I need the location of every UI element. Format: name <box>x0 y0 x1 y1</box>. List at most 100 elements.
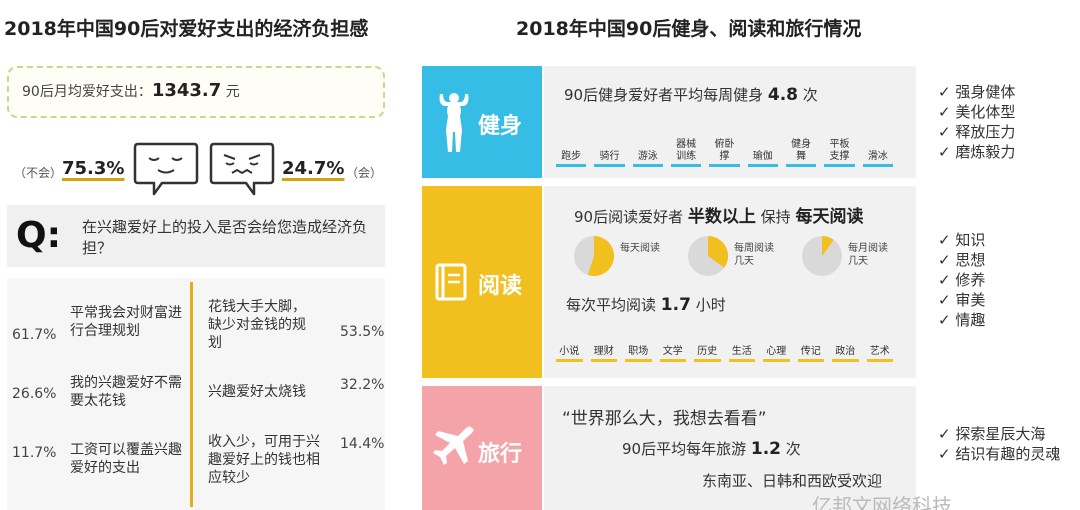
reading-headline-bold2: 每天阅读 <box>795 207 864 227</box>
fitness-label: 健身 <box>478 114 523 139</box>
reading-headline-pre: 90后阅读爱好者 <box>574 208 684 226</box>
travel-headline: 90后平均每年旅游 1.2 次 <box>622 438 801 459</box>
reading-pie-2-slice <box>822 236 834 256</box>
fitness-benefits-item-3: ✓ 磨炼毅力 <box>938 142 1015 162</box>
check-icon: ✓ <box>938 123 956 141</box>
reading-pie-2-label: 每月阅读几天 <box>848 243 888 267</box>
reading-pie-1-slice <box>708 236 729 268</box>
reason-yes-3-text: 收入少，可用于兴趣爱好上的钱也相应较少 <box>208 434 320 486</box>
fitness-benefits-item-0-text: 强身健体 <box>955 83 1016 101</box>
travel-panel <box>544 386 916 510</box>
check-icon: ✓ <box>938 83 956 101</box>
tag-reading-tags-3: 文学 <box>659 346 686 362</box>
check-icon: ✓ <box>938 143 956 161</box>
monthly-spend-value: 1343.7 <box>151 80 222 101</box>
tag-fitness-tags-5: 瑜伽 <box>747 151 778 167</box>
check-icon: ✓ <box>938 311 956 329</box>
yes-label: （会） <box>346 166 383 180</box>
tag-reading-tags-1: 理财 <box>590 346 617 362</box>
fitness-benefits-item-0: ✓ 强身健体 <box>938 82 1015 102</box>
reading-pie-2 <box>802 236 842 276</box>
left-title: 2018年中国90后对爱好支出的经济负担感 <box>4 18 369 40</box>
reading-benefits-item-2-text: 修养 <box>955 271 986 289</box>
travel-benefits-item-1: ✓ 结识有趣的灵魂 <box>938 444 1060 464</box>
monthly-spend: 90后月均爱好支出：1343.7 元 <box>22 80 240 101</box>
watermark: 亿邦文网络科技 <box>812 494 952 510</box>
reading-tags: 小说 理财 职场 文学 历史 生活 心理 传记 政治 艺术 <box>556 334 906 362</box>
reason-no-2-pct: 26.6% <box>12 386 57 402</box>
tag-fitness-tags-1: 骑行 <box>594 151 625 167</box>
reason-yes-1-pct: 53.5% <box>340 324 385 340</box>
fitness-benefits-item-2-text: 释放压力 <box>955 123 1016 141</box>
travel-destinations: 东南亚、日韩和西欧受欢迎 <box>702 472 883 490</box>
right-title: 2018年中国90后健身、阅读和旅行情况 <box>516 18 862 40</box>
fitness-tags: 跑步 骑行 游泳 器械 训练 俯卧 撑瑜伽 健身 舞平板 支撑 滑冰 <box>556 127 906 167</box>
monthly-spend-box <box>7 66 385 118</box>
check-icon: ✓ <box>938 271 956 289</box>
tag-fitness-tags-8: 滑冰 <box>862 151 893 167</box>
reading-benefits-item-3: ✓ 审美 <box>938 290 985 310</box>
no-pct: 75.3% <box>62 158 125 179</box>
reading-benefits-item-2: ✓ 修养 <box>938 270 985 290</box>
tag-reading-tags-7: 传记 <box>797 346 824 362</box>
tag-reading-tags-0: 小说 <box>556 346 583 362</box>
tag-fitness-tags-7: 平板 支撑 <box>824 139 855 167</box>
reason-no-3-pct: 11.7% <box>12 445 57 461</box>
fitness-benefits-item-1: ✓ 美化体型 <box>938 102 1015 122</box>
reading-benefits-item-1-text: 思想 <box>955 251 986 269</box>
reading-pie-0-label: 每天阅读 <box>620 243 660 254</box>
reading-per-time: 每次平均阅读 1.7 小时 <box>566 294 726 315</box>
check-icon: ✓ <box>938 425 956 443</box>
fitness-headline-unit: 次 <box>802 86 818 104</box>
reasons-divider <box>190 282 193 507</box>
fitness-headline-value: 4.8 <box>767 85 798 105</box>
reading-benefits-item-4-text: 情趣 <box>955 311 986 329</box>
tag-fitness-tags-4: 俯卧 撑 <box>709 139 740 167</box>
fitness-benefits-item-1-text: 美化体型 <box>955 103 1016 121</box>
tag-fitness-tags-0: 跑步 <box>556 151 587 167</box>
reading-pie-1 <box>688 236 729 276</box>
reading-label: 阅读 <box>478 274 523 299</box>
reading-headline: 90后阅读爱好者 半数以上 保持 每天阅读 <box>574 202 863 227</box>
fitness-icon-panel <box>422 66 542 178</box>
no-label: （不会） <box>14 166 63 180</box>
reading-benefits-item-0-text: 知识 <box>955 231 986 249</box>
reading-headline-bold1: 半数以上 <box>687 207 756 227</box>
tag-fitness-tags-3: 器械 训练 <box>671 139 702 167</box>
reason-no-3-text: 工资可以覆盖兴趣爱好的支出 <box>70 442 182 476</box>
travel-headline-pre: 90后平均每年旅游 <box>622 440 747 458</box>
tag-reading-tags-9: 艺术 <box>866 346 893 362</box>
reading-benefits-item-3-text: 审美 <box>955 291 986 309</box>
tag-fitness-tags-6: 健身 舞 <box>786 139 817 167</box>
reading-per-time-unit: 小时 <box>695 296 726 314</box>
tag-fitness-tags-2: 游泳 <box>632 151 663 167</box>
book-icon <box>435 263 467 301</box>
reading-pie-1-label: 每周阅读几天 <box>734 243 774 267</box>
reading-benefits-item-1: ✓ 思想 <box>938 250 985 270</box>
reading-benefits-item-4: ✓ 情趣 <box>938 310 985 330</box>
tag-reading-tags-6: 心理 <box>763 346 790 362</box>
reading-per-time-pre: 每次平均阅读 <box>566 296 657 314</box>
monthly-spend-unit: 元 <box>225 84 240 100</box>
question-box <box>7 205 385 267</box>
check-icon: ✓ <box>938 291 956 309</box>
yes-pct: 24.7% <box>282 158 345 179</box>
reading-headline-mid: 保持 <box>760 208 791 226</box>
tag-reading-tags-4: 历史 <box>694 346 721 362</box>
tag-reading-tags-2: 职场 <box>625 346 652 362</box>
check-icon: ✓ <box>938 445 956 463</box>
reading-benefits: ✓ 知识 ✓ 思想 ✓ 修养 ✓ 审美 ✓ 情趣 <box>938 230 985 330</box>
reason-yes-1-text: 花钱大手大脚，缺少对金钱的规划 <box>208 299 306 351</box>
fitness-panel <box>544 66 916 178</box>
check-icon: ✓ <box>938 231 956 249</box>
bodybuilder-icon <box>439 93 469 152</box>
check-icon: ✓ <box>938 251 956 269</box>
travel-label: 旅行 <box>478 442 523 467</box>
airplane-icon <box>433 426 474 465</box>
question-text: 在兴趣爱好上的投入是否会给您造成经济负担？ <box>82 218 368 257</box>
travel-benefits: ✓ 探索星辰大海 ✓ 结识有趣的灵魂 <box>938 424 1060 464</box>
fitness-benefits: ✓ 强身健体 ✓ 美化体型 ✓ 释放压力 ✓ 磨炼毅力 <box>938 82 1015 162</box>
fitness-headline-text: 90后健身爱好者平均每周健身 <box>564 86 764 104</box>
calm-face-icon <box>133 142 199 196</box>
travel-benefits-item-0-text: 探索星辰大海 <box>955 425 1046 443</box>
